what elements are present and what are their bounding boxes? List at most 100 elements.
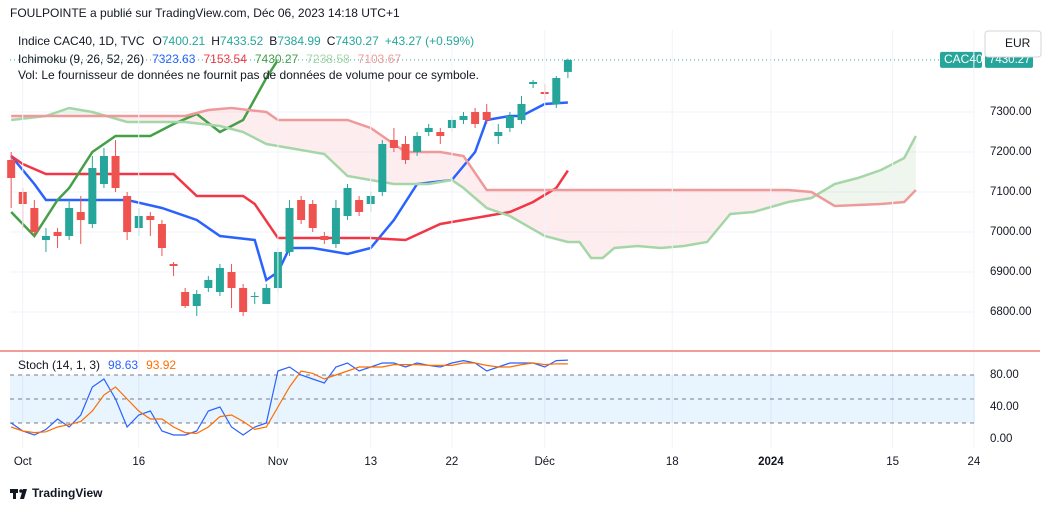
cloud-fill [574,190,577,242]
cloud-fill [527,190,530,228]
cloud-fill [565,190,568,242]
candle-body [158,224,166,248]
x-tick-label: 15 [886,456,899,468]
cloud-fill [640,190,643,247]
ichimoku-label: Ichimoku (9, 26, 52, 26) [18,52,144,66]
cloud-fill [843,181,846,206]
cloud-fill [846,180,849,205]
cloud-fill [655,190,658,248]
cloud-fill [611,190,614,251]
cloud-fill [226,108,229,128]
cloud-fill [249,110,252,137]
cloud-fill [730,190,733,214]
y-tick-label: 80.00 [990,369,1019,381]
cloud-fill [678,190,681,247]
cloud-fill [223,109,226,128]
cloud-fill [585,190,588,254]
candle-body [517,104,525,120]
cloud-fill [643,190,646,247]
cloud-fill [614,190,617,248]
cloud-fill [252,110,255,138]
cloud-fill [875,171,878,204]
cloud-fill [440,152,443,182]
cloud-fill [649,190,652,247]
cloud-fill [429,152,432,184]
cloud-fill [608,190,611,253]
stoch-label: Stoch (14, 1, 3) [18,358,100,372]
cloud-fill [835,183,838,206]
cloud-fill [217,109,220,126]
candle-body [355,200,363,212]
cloud-fill [553,190,556,239]
candle-body [483,112,491,120]
cloud-fill [661,190,664,248]
candle-body [228,272,236,288]
cloud-fill [591,190,594,258]
cloud-fill [356,123,359,178]
cloud-fill [304,120,307,151]
cloud-fill [568,190,571,242]
candle-body [564,60,572,72]
cloud-fill [530,190,533,229]
brand: TradingView [32,486,103,500]
cloud-fill [762,190,765,210]
cloud-fill [321,120,324,154]
cloud-fill [298,120,301,150]
plot: 6800.006900.007000.007100.007200.007300.… [7,30,1033,468]
cloud-fill [269,114,272,145]
line [11,60,278,236]
cloud-fill [426,152,429,184]
cloud-fill [716,190,719,232]
cloud-fill [287,120,290,148]
candle-body [181,292,189,306]
cloud-fill [898,160,901,203]
cloud-fill [330,120,333,162]
cloud-fill [498,190,501,213]
x-tick-label: 22 [446,456,459,468]
cloud-fill [910,142,913,197]
cloud-fill [272,116,275,146]
volume-note: Vol: Le fournisseur de données ne fourni… [18,68,479,82]
candle-body [30,208,38,232]
cloud-fill [765,190,768,209]
cloud-fill [687,190,690,246]
candle-body [390,140,398,148]
cloud-fill [739,190,742,213]
cloud-fill [774,190,777,206]
cloud-fill [896,161,899,203]
change: +43.27 (+0.59%) [385,34,474,48]
candle-body [309,204,317,228]
x-tick-label: 16 [132,456,145,468]
cloud-fill [753,190,756,212]
cloud-fill [571,190,574,242]
cloud-fill [307,120,310,152]
ohlc-key: H [211,34,220,48]
cloud-fill [327,120,330,160]
cloud-fill [487,190,490,209]
ichimoku-value: 7323.63 [152,52,196,66]
cloud-fill [292,120,295,149]
y-tick-label: 7200.00 [990,146,1032,158]
ohlc-key: O [153,34,162,48]
cloud-fill [606,190,609,256]
cloud-fill [722,190,725,225]
cloud-fill [736,190,739,214]
cloud-fill [849,180,852,206]
cloud-fill [695,190,698,244]
y-tick-label: 7300.00 [990,106,1032,118]
cloud-fill [214,109,217,125]
cloud-fill [362,125,365,179]
cloud-fill [333,120,336,165]
y-tick-label: 7000.00 [990,226,1032,238]
cloud-fill [756,190,759,211]
cloud-fill [533,190,536,231]
cloud-fill [635,190,638,246]
cloud-fill [780,190,783,205]
candle-body [204,280,212,288]
cloud-fill [513,190,516,219]
cloud-fill [733,190,736,214]
cloud-fill [295,120,298,150]
cloud-fill [263,112,266,144]
cloud-fill [658,190,661,248]
